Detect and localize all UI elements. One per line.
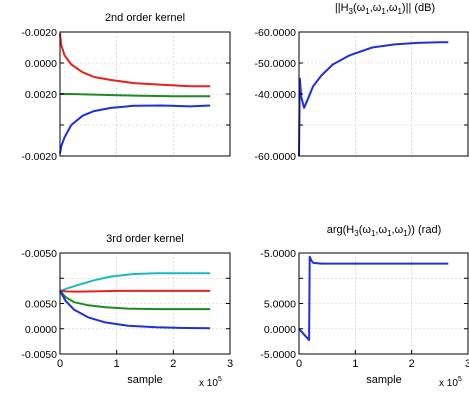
y-tick-label: 0.0000	[264, 324, 296, 336]
x-ticks: 0 1 2 3	[57, 350, 233, 370]
x-tick-label: 2	[409, 358, 415, 370]
series-line-1	[298, 255, 449, 342]
series-group	[298, 255, 449, 342]
panel-h3-phase: arg(H3(ω1,ω1,ω1)) (rad) -5.0000 0.0000 5.0…	[260, 224, 469, 389]
series-line-4	[59, 290, 211, 330]
y-tick-label: -0.0020	[21, 27, 57, 39]
x-tick-label: 1	[114, 358, 120, 370]
axes-frame	[59, 31, 231, 157]
grid	[60, 253, 230, 354]
x-multiplier: x 105	[439, 376, 462, 389]
series-group	[298, 41, 449, 157]
panel-3rd-order-kernel: 3rd order kernel -0.00500.00000.0050-0.0…	[21, 233, 233, 389]
y-tick-label: 0.0000	[25, 324, 57, 336]
panel-h3-magnitude: ||H3(ω1,ω1,ω1)|| (dB) -60.0000 -40.0000 -5…	[255, 2, 469, 163]
series-line-3	[59, 104, 211, 154]
chart-title: arg(H3(ω1,ω1,ω1)) (rad)	[327, 224, 442, 238]
y-tick-label: -50.0000	[255, 58, 297, 70]
x-multiplier: x 105	[199, 376, 222, 389]
series-line-2	[59, 289, 211, 293]
series-group	[59, 272, 211, 330]
y-tick-label: -60.0000	[255, 151, 297, 163]
y-tick-label: 0.0020	[25, 89, 57, 101]
y-tick-label: -0.0020	[21, 151, 57, 163]
x-tick-label: 1	[352, 358, 358, 370]
chart-title: 3rd order kernel	[106, 233, 184, 245]
axes-frame	[298, 252, 469, 355]
grid	[299, 253, 468, 354]
x-ticks: 0 1 2 3	[296, 350, 469, 370]
series-group	[59, 33, 211, 154]
y-tick-label: -60.0000	[255, 27, 297, 39]
y-ticks: -0.0020 0.0020 0.0000 -0.0020	[21, 27, 230, 163]
x-axis-label: sample	[366, 374, 401, 386]
series-line-1	[59, 272, 211, 292]
y-ticks: -5.0000 0.0000 5.0000 -5.0000	[260, 248, 468, 361]
y-tick-label: -5.0000	[260, 248, 296, 260]
series-line-1	[298, 41, 449, 157]
y-tick-label: -0.0050	[21, 349, 57, 361]
series-line-2	[60, 93, 211, 98]
x-tick-label: 0	[57, 358, 63, 370]
y-tick-label: 0.0050	[25, 299, 57, 311]
panel-2nd-order-kernel: 2nd order kernel -0.00200.00200.0000-0.0…	[21, 12, 231, 163]
y-tick-label: -0.0050	[21, 248, 57, 260]
grid	[299, 32, 468, 156]
y-tick-label: 5.0000	[264, 299, 296, 311]
y-tick-label: -40.0000	[255, 89, 297, 101]
chart-title: 2nd order kernel	[105, 12, 185, 24]
axes-frame	[298, 31, 469, 157]
y-tick-label: -5.0000	[260, 349, 296, 361]
x-axis-label: sample	[127, 374, 162, 386]
y-ticks: -0.0050 0.0000 0.0050 -0.0050	[21, 248, 230, 361]
x-tick-label: 3	[465, 358, 469, 370]
axes-frame	[59, 252, 231, 355]
chart-title: ||H3(ω1,ω1,ω1)|| (dB)	[335, 2, 435, 16]
x-tick-label: 3	[227, 358, 233, 370]
series-line-3	[59, 290, 211, 311]
y-tick-label: 0.0000	[25, 58, 57, 70]
x-tick-label: 0	[296, 358, 302, 370]
series-line-1	[59, 33, 211, 88]
y-ticks: -60.0000 -40.0000 -50.0000 -60.0000	[255, 27, 468, 163]
x-tick-label: 2	[170, 358, 176, 370]
